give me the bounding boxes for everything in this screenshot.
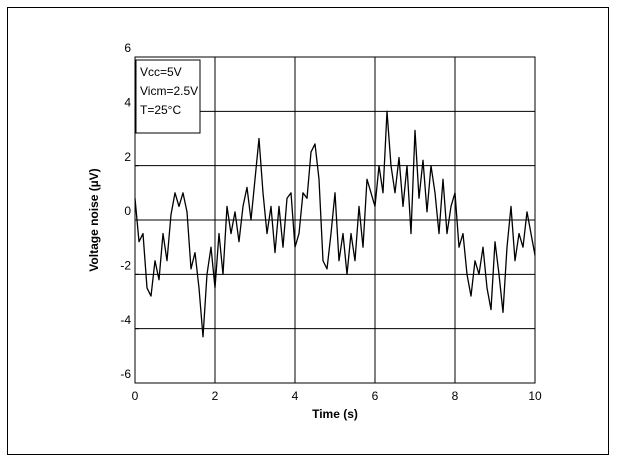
plot-border [134,56,536,384]
y-tick-label: 0 [124,204,131,218]
x-tick-label: 6 [372,389,379,403]
x-tick-label: 0 [132,389,139,403]
line [134,110,536,338]
y-tick-label: -2 [120,259,131,273]
x-tick-label: 4 [292,389,299,403]
x-tick-label: 8 [452,389,459,403]
y-tick-label: 2 [124,150,131,164]
legend-box [135,59,201,134]
y-tick-label: 6 [124,41,131,55]
annotation: Vicm=2.5V [140,84,198,98]
x-axis-label: Time (s) [312,407,358,421]
y-tick-label: 4 [124,96,131,110]
x-tick-label: 10 [528,389,542,403]
annotation: Vcc=5V [140,65,182,79]
y-tick-label: -6 [120,367,131,381]
x-tick-label: 2 [212,389,219,403]
y-tick-label: -4 [120,313,131,327]
y-axis-label: Voltage noise (µV) [87,168,101,271]
annotation: T=25°C [140,103,181,117]
frame [7,7,609,455]
